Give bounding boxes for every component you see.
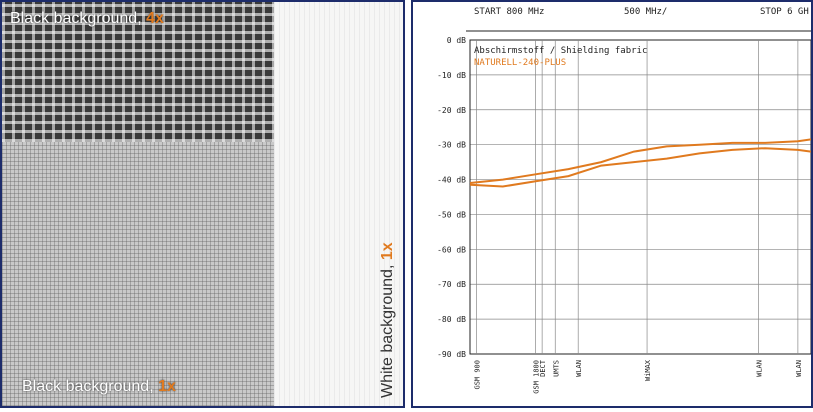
band-marker-label: GSM 1800: [533, 360, 541, 394]
chart-top-label: 500 MHz/: [624, 7, 667, 17]
band-marker-label: GSM 900: [474, 360, 482, 390]
band-marker-label: UMTS: [552, 360, 560, 377]
y-tick-label: -90 dB: [437, 350, 466, 359]
band-marker-label: WiMAX: [644, 359, 652, 381]
band-marker-label: WLAN: [575, 360, 583, 377]
y-tick-label: -10 dB: [437, 71, 466, 80]
y-tick-label: -60 dB: [437, 245, 466, 254]
y-tick-label: -70 dB: [437, 280, 466, 289]
chart-top-label: START 800 MHz: [474, 7, 544, 17]
series-1-line: [469, 138, 811, 184]
band-marker-label: WLAN: [795, 360, 803, 377]
series-2-line: [469, 147, 811, 188]
fabric-white-background-1x: [274, 2, 403, 406]
chart-title: Abschirmstoff / Shielding fabric: [474, 46, 647, 56]
y-tick-label: -50 dB: [437, 210, 466, 219]
fabric-black-background-1x: [2, 142, 274, 406]
plot-frame: [469, 39, 811, 355]
y-tick-label: -40 dB: [437, 176, 466, 185]
chart-top-label: STOP 6 GH: [760, 7, 809, 17]
fabric-photo-panel: Black background, 4x Black background, 1…: [0, 0, 405, 408]
label-black-background-1x: Black background, 1x: [22, 378, 176, 395]
shielding-chart-panel: START 800 MHz 500 MHz/STOP 6 GH 0 dB -10 dB…: [411, 0, 813, 408]
chart-subtitle: NATURELL-240-PLUS: [474, 58, 566, 68]
y-tick-label: 0 dB: [447, 36, 466, 45]
y-tick-label: -80 dB: [437, 315, 466, 324]
y-tick-label: -20 dB: [437, 106, 466, 115]
fabric-black-background-4x: [2, 2, 274, 142]
band-marker-label: WLAN: [756, 360, 764, 377]
band-marker-label: DECT: [539, 359, 547, 377]
y-tick-label: -30 dB: [437, 141, 466, 150]
shielding-chart: START 800 MHz 500 MHz/STOP 6 GH 0 dB -10 dB…: [437, 7, 811, 394]
label-black-background-4x: Black background, 4x: [10, 10, 164, 27]
label-white-background-1x: White background, 1x: [379, 242, 396, 398]
